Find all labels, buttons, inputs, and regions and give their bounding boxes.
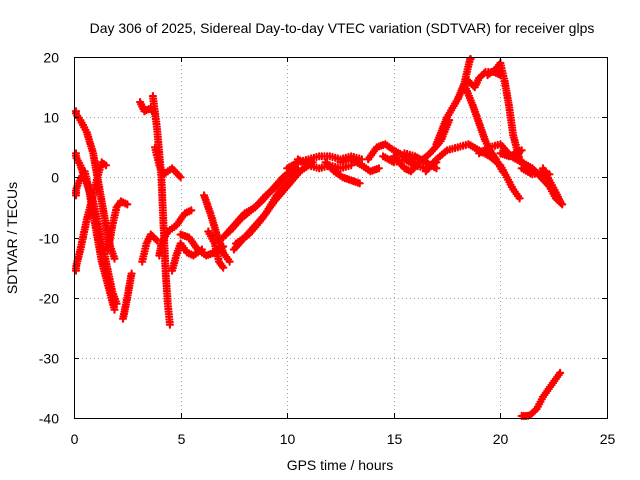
x-tick-label: 15 bbox=[387, 431, 403, 447]
series-track-39 bbox=[517, 368, 565, 421]
series-track-34 bbox=[485, 152, 524, 203]
series-track-8 bbox=[138, 230, 162, 266]
series-track-4 bbox=[71, 158, 111, 275]
x-tick-label: 10 bbox=[280, 431, 296, 447]
y-tick-label: 10 bbox=[43, 110, 59, 126]
series-track-35 bbox=[496, 146, 526, 161]
series-marks bbox=[538, 164, 565, 206]
x-tick-label: 25 bbox=[600, 431, 616, 447]
series-marks bbox=[225, 164, 298, 236]
series-marks bbox=[138, 230, 162, 266]
y-tick-label: 20 bbox=[43, 50, 59, 66]
series-track-32 bbox=[483, 58, 531, 173]
series-marks bbox=[321, 158, 364, 188]
y-tick-label: -40 bbox=[39, 411, 59, 427]
x-tick-label: 0 bbox=[71, 431, 79, 447]
series-track-18 bbox=[225, 164, 298, 236]
series-marks bbox=[496, 146, 526, 161]
series-marks bbox=[231, 158, 317, 248]
x-tick-label: 20 bbox=[493, 431, 509, 447]
series-track-19 bbox=[231, 158, 317, 248]
series-track-6 bbox=[118, 269, 136, 323]
series-marks bbox=[118, 269, 136, 323]
series-marks bbox=[336, 155, 383, 176]
series-track-15 bbox=[204, 227, 228, 272]
series-track-38 bbox=[538, 164, 565, 206]
series-marks bbox=[150, 143, 185, 182]
y-axis-label: SDTVAR / TECUs bbox=[4, 182, 20, 294]
series-marks bbox=[155, 206, 196, 260]
x-tick-label: 5 bbox=[178, 431, 186, 447]
data-series bbox=[71, 54, 567, 421]
series-marks bbox=[485, 152, 524, 203]
series-marks bbox=[71, 158, 111, 275]
series-track-10 bbox=[150, 143, 185, 182]
series-track-11 bbox=[155, 206, 196, 260]
series-marks bbox=[200, 191, 234, 266]
y-tick-label: -30 bbox=[39, 351, 59, 367]
axis-ticks: 0 5 10 15 20 25 -40 -30 -20 -10 0 10 20 bbox=[39, 50, 616, 448]
y-tick-label: 0 bbox=[51, 170, 59, 186]
y-tick-label: -20 bbox=[39, 291, 59, 307]
series-marks bbox=[517, 368, 565, 421]
x-axis-label: GPS time / hours bbox=[287, 457, 394, 473]
series-marks bbox=[204, 227, 228, 272]
series-track-5 bbox=[104, 197, 132, 254]
series-marks bbox=[104, 197, 132, 254]
series-track-14 bbox=[200, 191, 234, 266]
y-tick-label: -10 bbox=[39, 231, 59, 247]
series-track-22 bbox=[321, 158, 364, 188]
series-marks bbox=[483, 58, 531, 173]
series-track-23 bbox=[336, 155, 383, 176]
chart-title: Day 306 of 2025, Sidereal Day-to-day VTE… bbox=[90, 20, 595, 36]
